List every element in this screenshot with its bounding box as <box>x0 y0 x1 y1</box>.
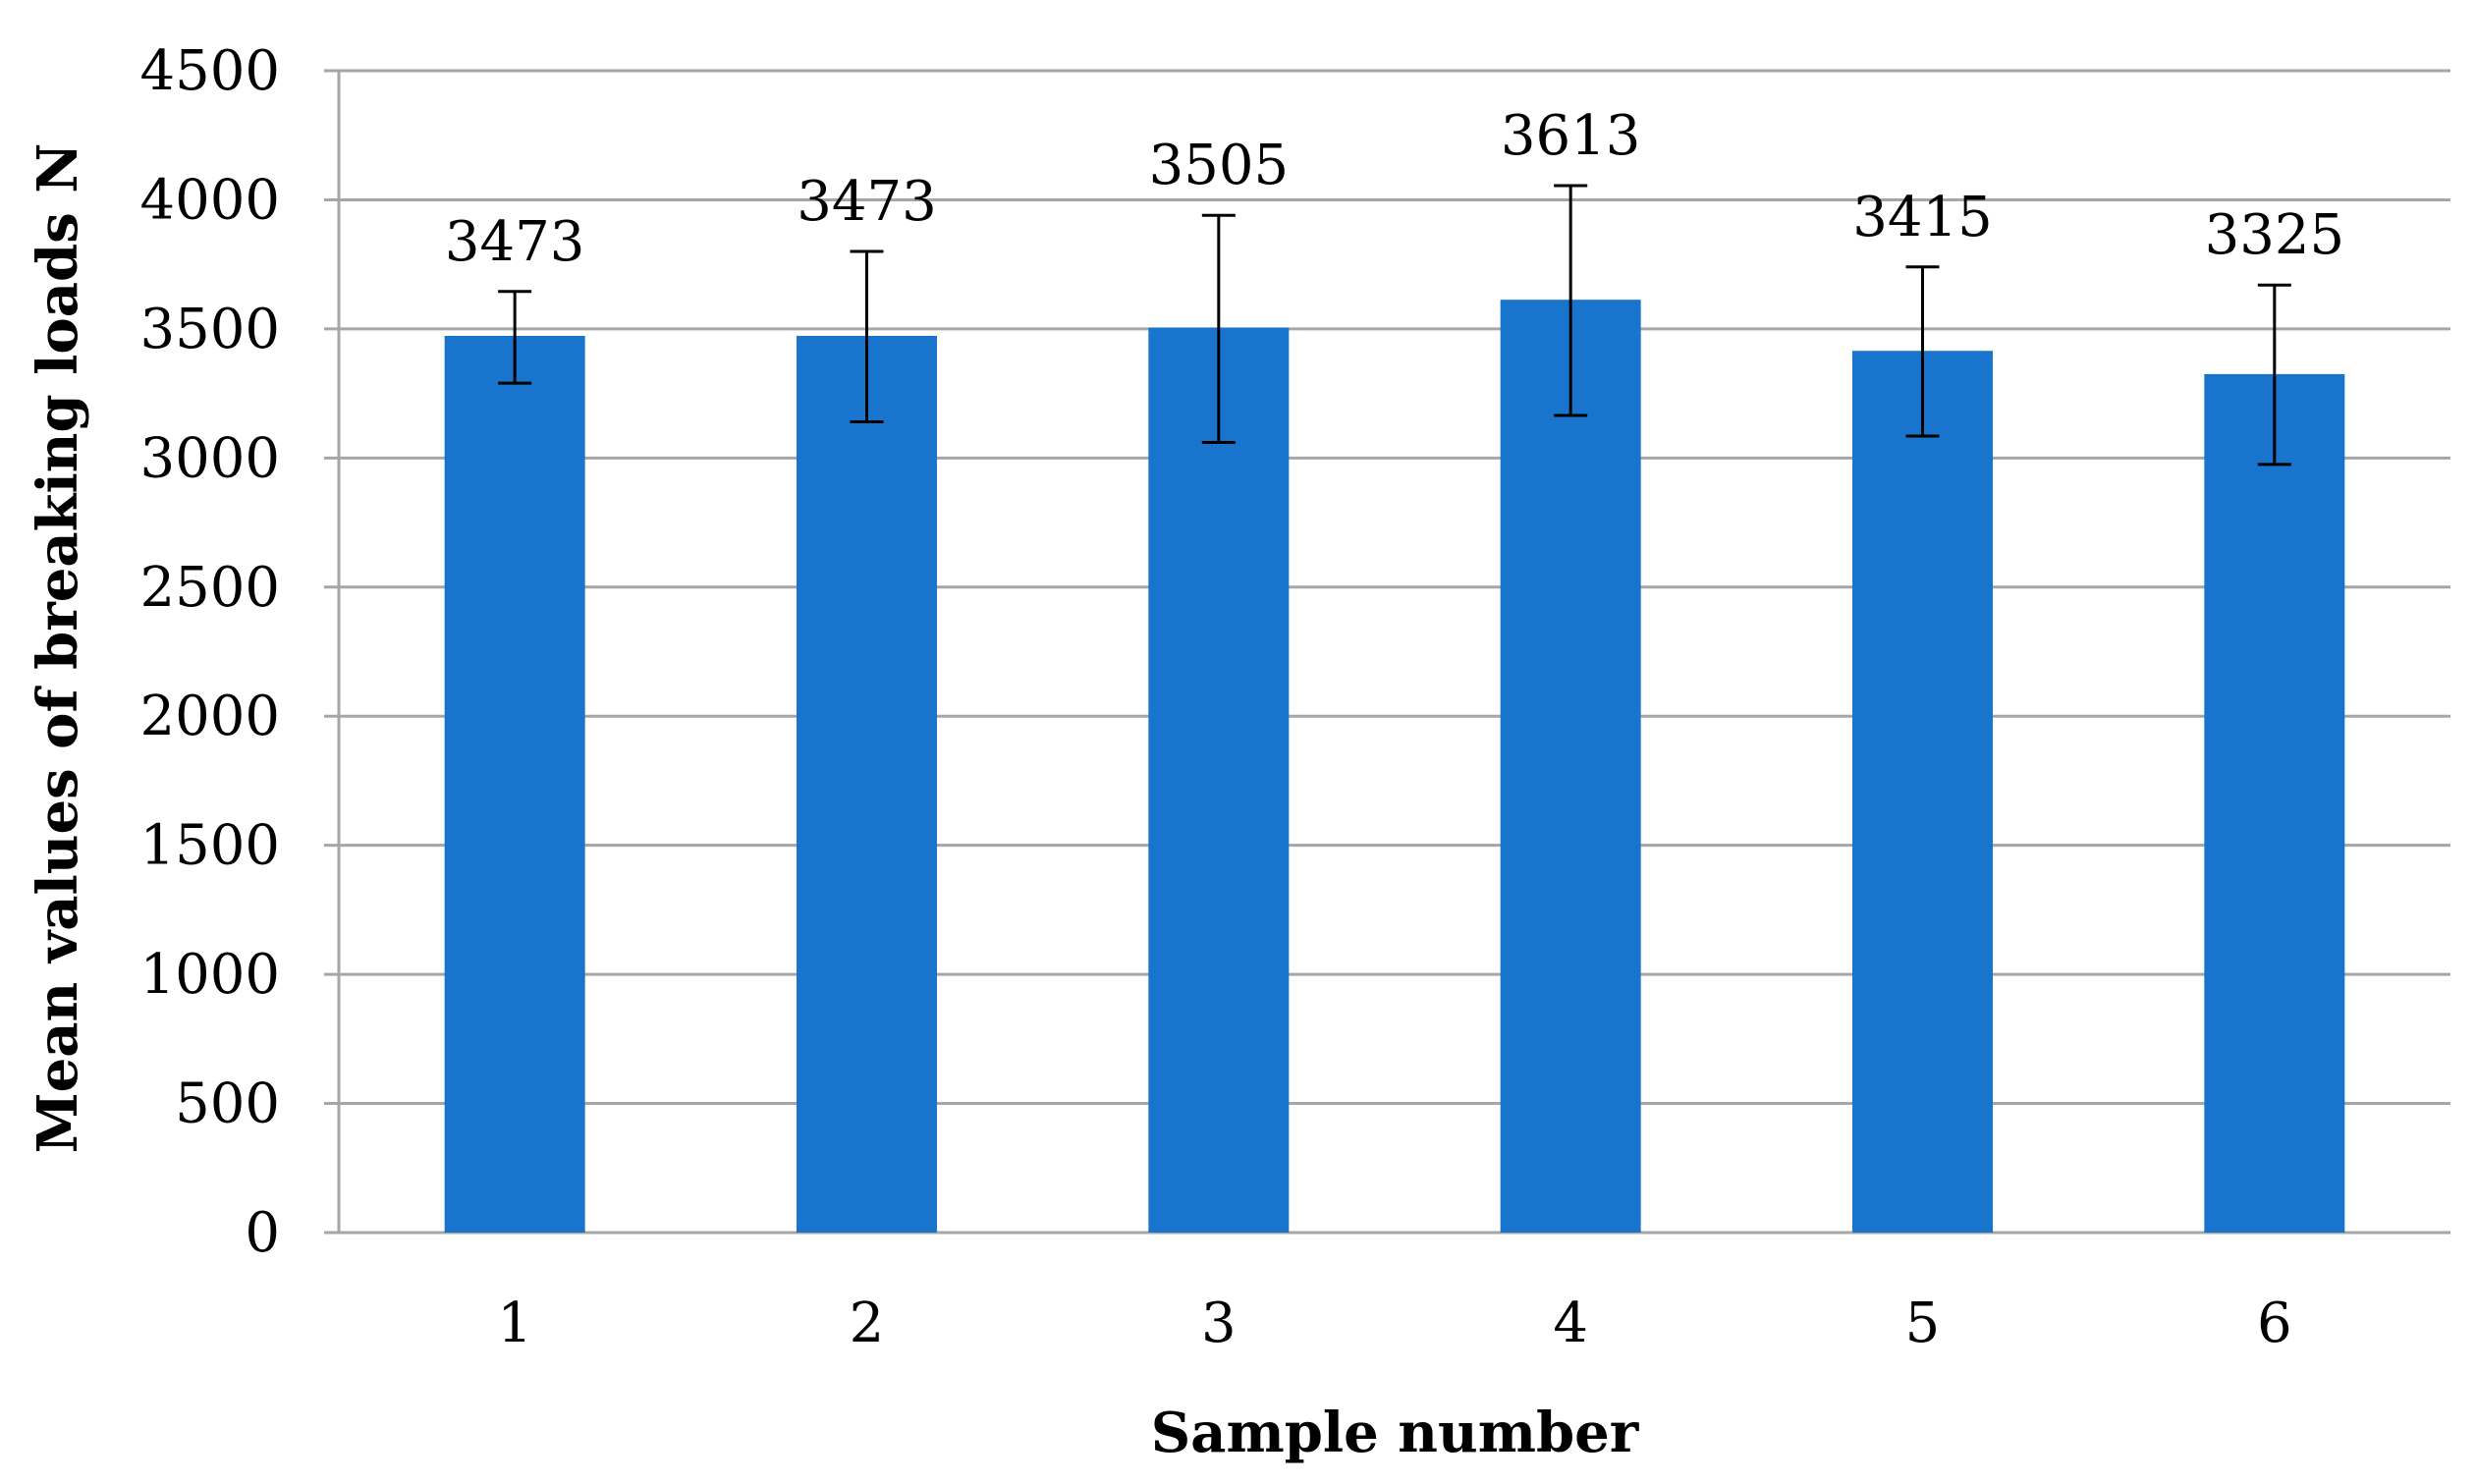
error-bar-1 <box>498 290 532 385</box>
x-tick-label: 4 <box>1553 1292 1588 1355</box>
data-label: 3325 <box>2205 203 2345 267</box>
y-tick-label: 3500 <box>139 298 280 361</box>
x-axis-ticks: 1 2 3 4 5 6 <box>497 1292 2291 1355</box>
error-bar-5 <box>1905 265 1940 438</box>
y-tick-label: 1500 <box>139 814 280 878</box>
error-bars <box>498 184 2291 467</box>
bar-4 <box>1500 300 1641 1233</box>
error-bar-3 <box>1201 213 1236 445</box>
bar-3 <box>1148 327 1290 1233</box>
data-label: 3415 <box>1852 186 1993 249</box>
y-axis-ticks: 0 500 1000 1500 2000 2500 3000 3500 4000 4500 <box>139 39 280 1265</box>
y-tick-label: 2000 <box>139 685 280 748</box>
error-bar-4 <box>1554 184 1588 417</box>
y-tick-label: 3000 <box>139 426 280 490</box>
y-tick-label: 0 <box>245 1201 280 1265</box>
data-label: 3473 <box>797 170 937 234</box>
x-tick-label: 5 <box>1905 1292 1941 1355</box>
gridlines <box>324 69 2450 1235</box>
data-labels: 3473 3473 3505 3613 3415 3325 <box>445 104 2344 274</box>
y-tick-label: 4000 <box>139 168 280 232</box>
bar-1 <box>444 335 585 1233</box>
bar-2 <box>797 335 937 1233</box>
x-tick-label: 3 <box>1201 1292 1237 1355</box>
y-tick-label: 1000 <box>139 943 280 1007</box>
data-label: 3473 <box>445 210 585 274</box>
bars <box>444 300 2345 1234</box>
x-tick-label: 1 <box>497 1292 532 1355</box>
data-label: 3505 <box>1149 134 1290 197</box>
y-tick-label: 4500 <box>139 39 280 103</box>
x-axis-title: Sample number <box>1151 1401 1640 1465</box>
bar-5 <box>1852 351 1993 1233</box>
error-bar-6 <box>2257 283 2291 467</box>
x-tick-label: 2 <box>850 1292 885 1355</box>
bar-6 <box>2204 373 2345 1234</box>
y-axis-title: Mean values of breaking loads N <box>26 143 90 1154</box>
error-bar-2 <box>850 249 884 424</box>
data-label: 3613 <box>1501 104 1641 168</box>
x-tick-label: 6 <box>2257 1292 2292 1355</box>
y-tick-label: 500 <box>175 1072 280 1136</box>
y-tick-label: 2500 <box>139 556 280 620</box>
